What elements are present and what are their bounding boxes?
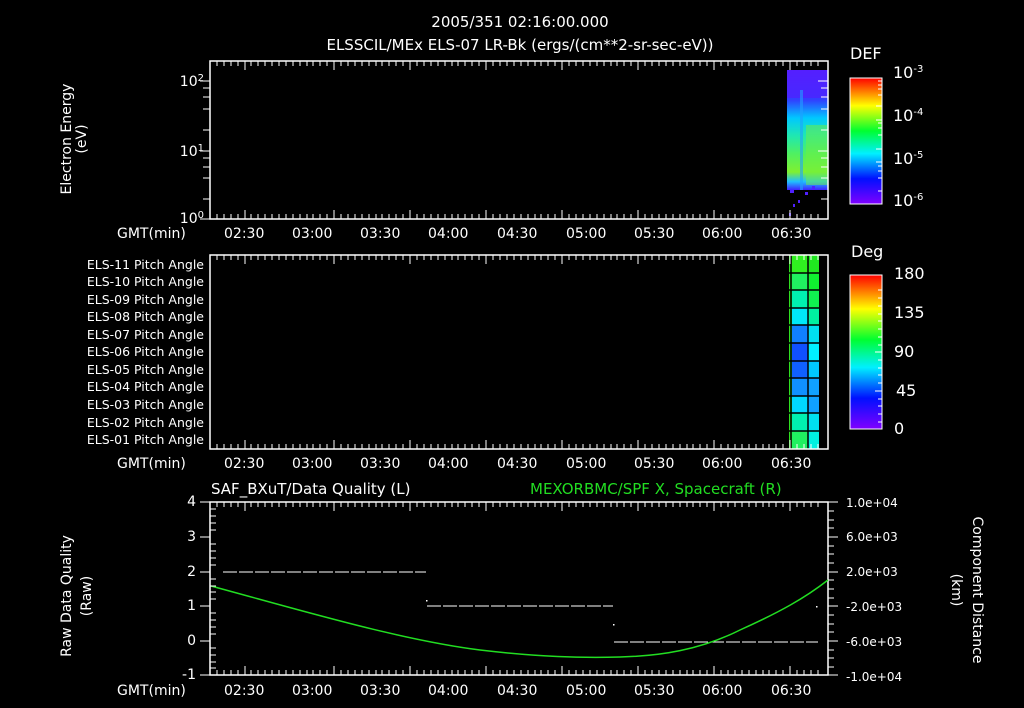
colorbar-tick: 10-6 bbox=[893, 191, 924, 210]
chart-title: ELSSCIL/MEx ELS-07 LR-Bk (ergs/(cm**2-sr… bbox=[326, 36, 714, 54]
panel3-xtick: 04:00 bbox=[428, 683, 469, 699]
panel1-xtick: 04:30 bbox=[497, 226, 538, 242]
panel3-ylabel-left-unit: (Raw) bbox=[79, 575, 95, 617]
panel3-xtick: 04:30 bbox=[497, 683, 538, 699]
data-quality-series bbox=[223, 571, 818, 643]
pitch-angle-label: ELS-03 Pitch Angle bbox=[86, 397, 204, 412]
colorbar-tick: 0 bbox=[894, 419, 905, 438]
panel1-ytick-100: 102 bbox=[179, 73, 204, 90]
panel1-colorbar-title: DEF bbox=[850, 44, 882, 63]
panel1-xtick: 05:00 bbox=[566, 226, 607, 242]
panel3-axes-ticks bbox=[200, 501, 838, 676]
panel2-xtick: 03:00 bbox=[292, 456, 333, 472]
colorbar-tick: 10-4 bbox=[893, 106, 924, 125]
pitch-angle-label: ELS-10 Pitch Angle bbox=[86, 274, 204, 289]
panel3-xtick: 03:30 bbox=[360, 683, 401, 699]
panel3-ytick-right: 1.0e+04 bbox=[846, 496, 898, 510]
panel2-xtick: 04:00 bbox=[428, 456, 469, 472]
panel3-ytick-left: 1 bbox=[187, 598, 196, 614]
panel3-xtick: 02:30 bbox=[224, 683, 265, 699]
pitch-angle-label: ELS-06 Pitch Angle bbox=[86, 344, 204, 359]
panel1-xtick: 02:30 bbox=[224, 226, 265, 242]
panel1-xtick: 03:30 bbox=[360, 226, 401, 242]
panel1-colorbar bbox=[849, 77, 883, 205]
panel1-xtick: 03:00 bbox=[292, 226, 333, 242]
panel3-xtick: 06:30 bbox=[771, 683, 812, 699]
panel1-xtick: 06:00 bbox=[702, 226, 743, 242]
panel3-left-title: SAF_BXuT/Data Quality (L) bbox=[211, 480, 411, 498]
pitch-angle-label: ELS-04 Pitch Angle bbox=[86, 379, 204, 394]
panel2-xtick: 03:30 bbox=[360, 456, 401, 472]
pitch-angle-label: ELS-09 Pitch Angle bbox=[86, 292, 204, 307]
panel3-ytick-left: 0 bbox=[187, 633, 196, 649]
panel3-ytick-left: -1 bbox=[182, 667, 196, 683]
colorbar-tick: 10-3 bbox=[893, 63, 924, 82]
panel3-ytick-right: -1.0e+04 bbox=[846, 670, 903, 684]
chart-datetime: 2005/351 02:16:00.000 bbox=[431, 13, 609, 31]
panel3-ytick-left: 4 bbox=[187, 494, 196, 510]
colorbar-tick: 90 bbox=[894, 342, 915, 361]
panel2-pitch-angle bbox=[209, 254, 829, 450]
panel3-xtick: 03:00 bbox=[292, 683, 333, 699]
panel1-spectrogram bbox=[209, 60, 829, 220]
panel2-xtick: 06:00 bbox=[702, 456, 743, 472]
panel3-ytick-left: 3 bbox=[187, 529, 196, 545]
panel2-xtick: 02:30 bbox=[224, 456, 265, 472]
colorbar-tick: 180 bbox=[894, 264, 925, 283]
panel2-xticks bbox=[216, 255, 819, 449]
panel3-ytick-right: -2.0e+03 bbox=[846, 600, 903, 614]
panel3-ytick-right: 2.0e+03 bbox=[846, 565, 898, 579]
panel3-ylabel-left: Raw Data Quality bbox=[59, 535, 75, 657]
panel2-xtick: 05:30 bbox=[634, 456, 675, 472]
panel3-xlabel: GMT(min) bbox=[117, 683, 186, 699]
panel3-xtick: 06:00 bbox=[702, 683, 743, 699]
pitch-angle-label: ELS-07 Pitch Angle bbox=[86, 327, 204, 342]
colorbar-tick: 135 bbox=[894, 303, 925, 322]
panel1-ytick-10: 101 bbox=[179, 143, 204, 160]
pitch-angle-label: ELS-01 Pitch Angle bbox=[86, 432, 204, 447]
panel2-xtick: 06:30 bbox=[771, 456, 812, 472]
panel2-xlabel: GMT(min) bbox=[117, 456, 186, 472]
panel3-ytick-left: 2 bbox=[187, 564, 196, 580]
panel2-xtick: 05:00 bbox=[566, 456, 607, 472]
pitch-angle-label: ELS-05 Pitch Angle bbox=[86, 362, 204, 377]
panel2-colorbar-title: Deg bbox=[851, 242, 884, 261]
panel3-ylabel-right-unit: (km) bbox=[948, 573, 964, 607]
panel3-ytick-right: 6.0e+03 bbox=[846, 530, 898, 544]
panel3-xtick: 05:00 bbox=[566, 683, 607, 699]
panel1-xtick: 04:00 bbox=[428, 226, 469, 242]
panel1-xlabel: GMT(min) bbox=[117, 226, 186, 242]
colorbar-tick: 45 bbox=[896, 381, 917, 400]
pitch-angle-label: ELS-11 Pitch Angle bbox=[86, 257, 204, 272]
pitch-angle-label: ELS-02 Pitch Angle bbox=[86, 415, 204, 430]
panel1-xtick: 06:30 bbox=[771, 226, 812, 242]
panel1-xticks bbox=[200, 61, 828, 220]
panel3-right-title: MEXORBMC/SPF X, Spacecraft (R) bbox=[530, 480, 782, 498]
panel2-colorbar bbox=[849, 274, 883, 430]
colorbar-tick: 10-5 bbox=[893, 149, 924, 168]
spf-x-series bbox=[210, 579, 829, 659]
panel3-ytick-right: -6.0e+03 bbox=[846, 635, 903, 649]
panel3-ylabel-right: Component Distance bbox=[969, 516, 985, 664]
panel3-line-plot bbox=[209, 501, 829, 676]
panel1-xtick: 05:30 bbox=[634, 226, 675, 242]
pitch-angle-label: ELS-08 Pitch Angle bbox=[86, 309, 204, 324]
panel3-xtick: 05:30 bbox=[634, 683, 675, 699]
panel2-xtick: 04:30 bbox=[497, 456, 538, 472]
panel1-ytick-1: 100 bbox=[179, 210, 204, 227]
